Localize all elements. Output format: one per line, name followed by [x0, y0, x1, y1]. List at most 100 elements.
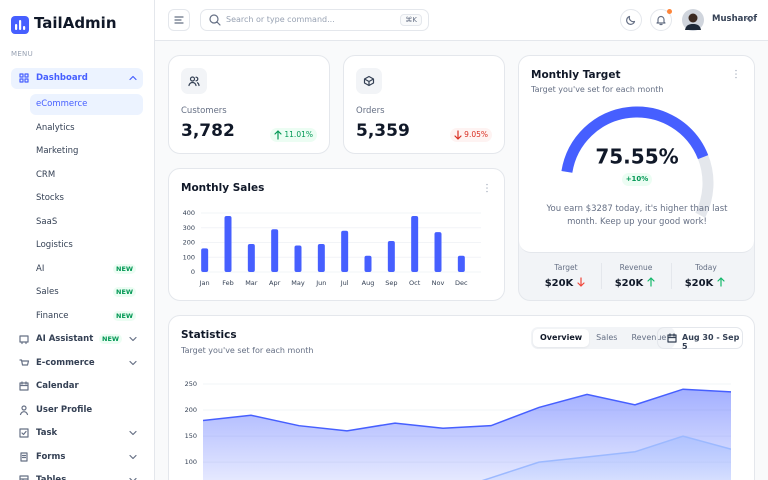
submenu-item[interactable]: Marketing	[36, 146, 79, 156]
bell-icon-path	[656, 15, 666, 26]
y-tick-label: 200	[185, 406, 197, 414]
menu-icon	[20, 451, 28, 462]
active-menu-bg	[11, 67, 143, 89]
menu-icon-path	[20, 451, 28, 462]
shortcut-key: ⌘K	[400, 13, 422, 26]
new-badge: NEW	[113, 310, 137, 321]
menu-icon-path	[19, 358, 30, 366]
target-panel: Monthly Target Target you've set for each…	[519, 56, 754, 253]
submenu-item[interactable]: Analytics	[36, 122, 75, 133]
x-tick-label: Aug	[362, 279, 375, 287]
submenu-item[interactable]: AI	[36, 263, 45, 274]
monthly-sales-chart: 0 100 200 300 400 Jan Feb Mar Apr May Jun Jul Aug Sep…	[183, 209, 481, 287]
x-tick-label: Jan	[199, 279, 210, 287]
chevron-path	[129, 360, 137, 365]
stat-trend	[575, 276, 587, 288]
submenu-item[interactable]: Logistics	[36, 240, 73, 250]
metric-card: Customers 3,782 11.01%	[168, 55, 330, 154]
statistics-card: Statistics Target you've set for each mon…	[168, 315, 755, 480]
chevron-path	[129, 430, 137, 436]
submenu-item[interactable]: CRM	[36, 169, 56, 180]
more-menu	[735, 69, 737, 79]
menu-item[interactable]: Task	[36, 428, 58, 438]
menu-item[interactable]: Dashboard	[36, 73, 88, 83]
monthly-target-card: Monthly Target Target you've set for each…	[518, 55, 755, 301]
tab[interactable]: Revenue	[631, 333, 667, 342]
metric-change: 9.05%	[464, 130, 488, 139]
target-message: You earn $3287 today, it's higher than l…	[546, 204, 728, 227]
chevron	[129, 477, 137, 480]
user-name[interactable]: Musharof	[712, 14, 758, 24]
y-tick-label: 0	[191, 268, 195, 276]
stat-value: $20K	[614, 278, 644, 289]
x-tick-label: May	[291, 279, 305, 287]
x-tick-label: Mar	[245, 279, 258, 287]
moon-icon-path	[626, 15, 636, 25]
menu-item[interactable]: Forms	[36, 451, 66, 462]
metric-value: 5,359	[356, 121, 410, 141]
avatar-head	[688, 13, 698, 23]
theme-toggle[interactable]	[620, 9, 642, 31]
statistics-chart: 100 150 200 250	[185, 380, 731, 480]
stat-value-row: $20K	[531, 276, 601, 289]
chevron	[129, 430, 137, 436]
logo-bar	[19, 20, 22, 30]
logo-bar	[23, 26, 26, 30]
sidebar-toggle[interactable]	[168, 9, 190, 31]
card-title: Statistics	[181, 329, 237, 341]
metric-change-badge: 11.01%	[270, 128, 317, 142]
y-tick-label: 100	[185, 458, 197, 466]
menu-icon-path	[19, 404, 29, 415]
y-tick-label: 150	[185, 432, 197, 440]
submenu-item[interactable]: Sales	[36, 287, 59, 297]
calendar-icon	[667, 333, 677, 343]
moon-icon	[626, 15, 636, 25]
menu-item[interactable]: Tables	[36, 475, 67, 480]
search-box[interactable]: Search or type command... ⌘K	[200, 9, 429, 31]
menu-item[interactable]: AI Assistant	[36, 334, 94, 344]
gauge: 75.55%	[561, 106, 714, 218]
brand-name: TailAdmin	[34, 14, 117, 32]
submenu-item[interactable]: Finance	[36, 310, 69, 321]
toggle-icon-path	[174, 16, 184, 24]
search-icon	[209, 14, 221, 26]
chevron	[129, 454, 137, 459]
x-tick-label: Nov	[432, 279, 445, 287]
bar	[201, 248, 209, 272]
brand-logo	[11, 16, 29, 34]
monthly-sales-card: Monthly Sales 0 100 200 300 400 Jan Feb Mar Apr Ma…	[168, 168, 505, 301]
menu-icon-path	[19, 381, 29, 391]
bar	[434, 232, 442, 272]
arrow-up	[274, 130, 282, 140]
menu-item[interactable]: Calendar	[36, 381, 79, 391]
menu-icon-path	[19, 73, 29, 83]
avatar	[682, 9, 704, 31]
bar	[247, 243, 255, 272]
arrow-up-path	[274, 130, 282, 140]
x-tick-label: Apr	[269, 279, 281, 287]
bar	[387, 241, 395, 272]
submenu-item[interactable]: eCommerce	[36, 99, 88, 109]
area-line	[481, 435, 731, 480]
tab[interactable]: Sales	[596, 333, 618, 342]
submenu-item[interactable]: SaaS	[36, 216, 58, 227]
notifications[interactable]	[650, 9, 672, 31]
submenu-item[interactable]: Stocks	[36, 193, 64, 203]
menu-icon	[19, 73, 29, 83]
tab[interactable]: Overview	[533, 329, 590, 347]
chevron	[129, 75, 137, 81]
bell-icon	[656, 15, 666, 26]
menu-item[interactable]: E-commerce	[36, 357, 95, 368]
menu-icon	[19, 475, 29, 480]
menu-icon	[19, 335, 29, 345]
stat-value-row: $20K	[601, 276, 671, 289]
stat-value-row: $20K	[671, 276, 741, 289]
x-tick-label: Dec	[455, 279, 468, 287]
date-range: Aug 30 - Sep 5	[682, 333, 740, 351]
chevron-path	[129, 75, 137, 81]
menu-item[interactable]: User Profile	[36, 404, 93, 415]
area-line	[203, 388, 731, 432]
stat-trend	[715, 276, 727, 288]
date-picker[interactable]: Aug 30 - Sep 5	[657, 327, 743, 351]
